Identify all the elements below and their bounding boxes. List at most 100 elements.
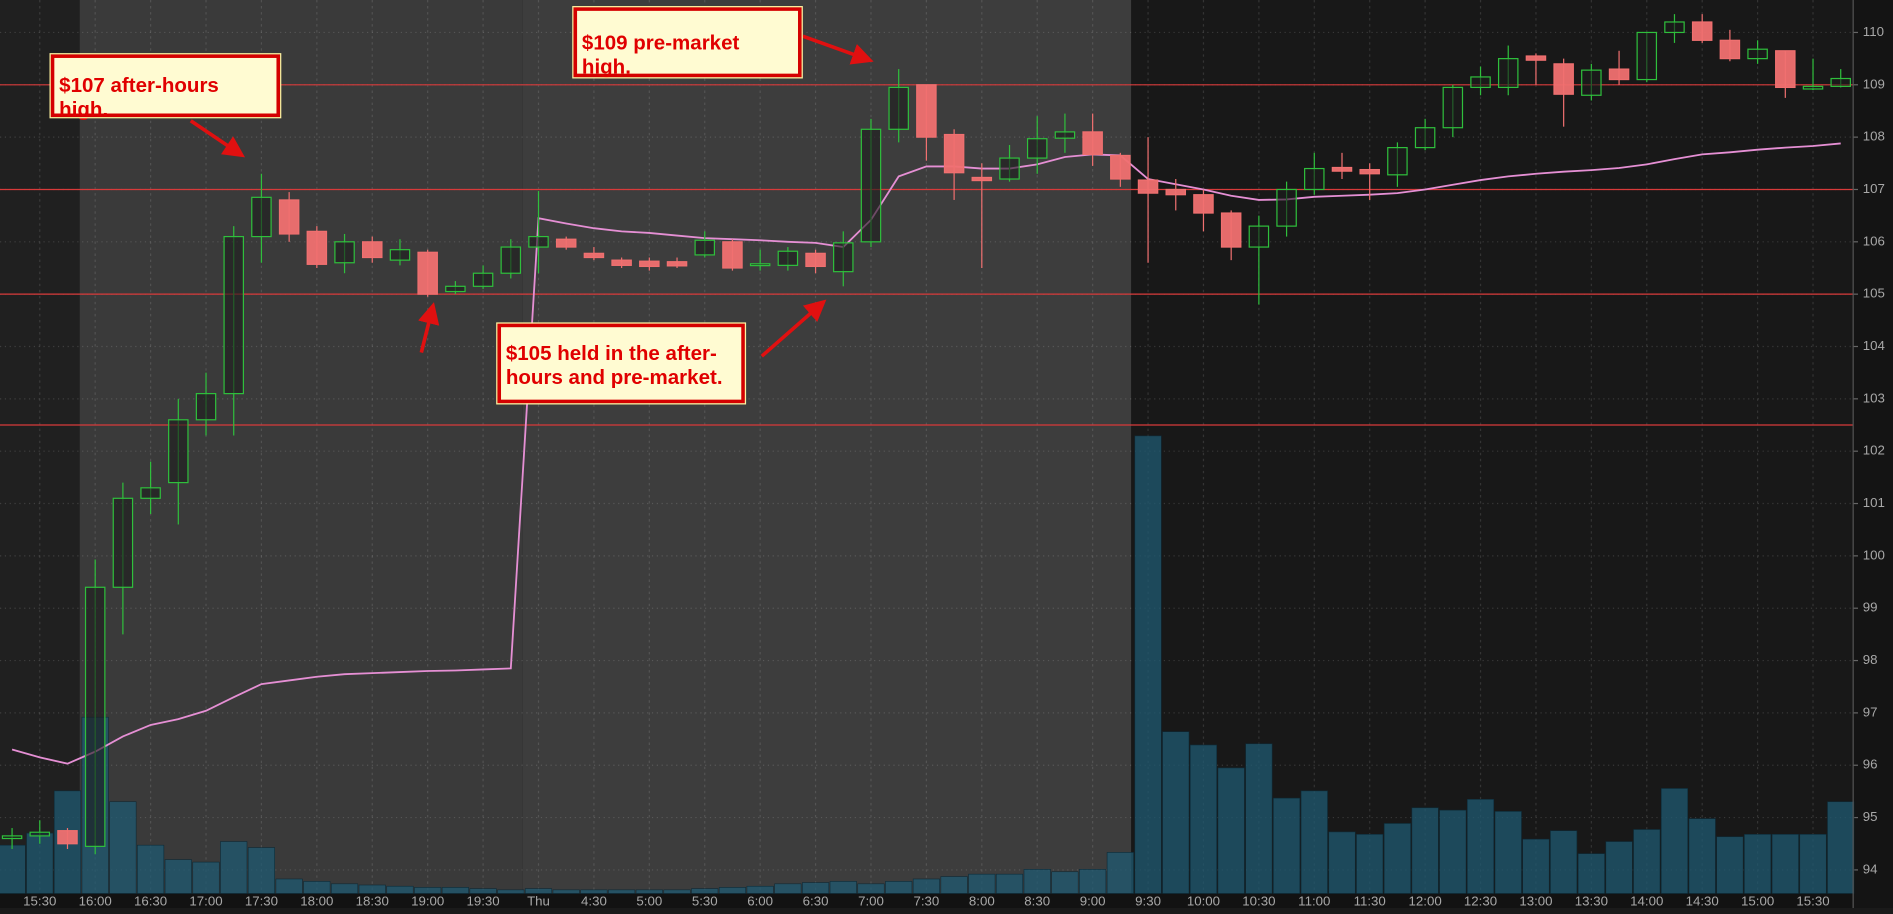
volume-bar bbox=[497, 889, 525, 894]
x-tick-label: 13:30 bbox=[1575, 893, 1608, 908]
volume-bar bbox=[137, 844, 165, 894]
volume-bar bbox=[912, 878, 940, 894]
candle-body bbox=[472, 272, 494, 287]
volume-bar bbox=[995, 873, 1024, 894]
volume-bar bbox=[1439, 809, 1467, 894]
candle-body bbox=[1442, 86, 1464, 129]
candle-body bbox=[140, 487, 161, 499]
x-tick-label: 19:00 bbox=[411, 893, 444, 908]
annotation: $109 pre-market high. bbox=[572, 6, 803, 79]
volume-bar bbox=[1799, 834, 1827, 894]
x-tick-label: 7:30 bbox=[913, 893, 939, 908]
volume-bar bbox=[691, 888, 719, 894]
volume-bar bbox=[1356, 834, 1384, 894]
candle-body bbox=[1110, 154, 1131, 180]
candle-body bbox=[1359, 168, 1380, 175]
volume-bar bbox=[1051, 871, 1079, 894]
pre-market-shade bbox=[522, 0, 1132, 894]
candle-body bbox=[500, 246, 522, 274]
volume-bar bbox=[1605, 841, 1633, 894]
volume-bar bbox=[857, 883, 885, 894]
x-tick-label: 17:30 bbox=[245, 893, 278, 908]
candle-body bbox=[1470, 76, 1491, 89]
x-tick-label: 15:00 bbox=[1741, 893, 1774, 908]
volume-bar bbox=[580, 889, 608, 894]
y-tick-label: 110 bbox=[1863, 24, 1884, 39]
candle-body bbox=[555, 238, 577, 248]
volume-bar bbox=[829, 881, 857, 894]
candle-body bbox=[1026, 138, 1048, 159]
volume-bar bbox=[414, 887, 442, 894]
volume-bar bbox=[164, 859, 192, 894]
x-tick-label: 8:00 bbox=[969, 893, 995, 908]
volume-bar bbox=[469, 888, 497, 894]
volume-bar bbox=[1577, 853, 1605, 894]
y-tick-label: 107 bbox=[1863, 181, 1885, 196]
volume-bar bbox=[746, 885, 774, 894]
candle-body bbox=[666, 261, 688, 267]
candle-body bbox=[1775, 50, 1796, 89]
x-tick-label: 10:00 bbox=[1187, 893, 1220, 908]
price-axis bbox=[1853, 0, 1893, 908]
candle-body bbox=[1054, 131, 1076, 139]
candle-body bbox=[971, 176, 993, 182]
volume-bar bbox=[663, 889, 691, 894]
candle-body bbox=[168, 419, 189, 484]
x-tick-label: 12:00 bbox=[1409, 893, 1442, 908]
candle-body bbox=[916, 84, 937, 138]
candle-body bbox=[1581, 69, 1602, 96]
y-tick-label: 105 bbox=[1863, 286, 1885, 301]
x-tick-label: 9:00 bbox=[1080, 893, 1106, 908]
annotation: $105 held in the after-hours and pre-mar… bbox=[496, 322, 747, 405]
y-tick-label: 108 bbox=[1863, 129, 1885, 144]
x-tick-label: 6:30 bbox=[803, 893, 829, 908]
y-tick-label: 94 bbox=[1863, 861, 1878, 876]
x-tick-label: 14:30 bbox=[1686, 893, 1719, 908]
candle-body bbox=[1691, 21, 1713, 41]
candle-body bbox=[1248, 225, 1270, 248]
x-tick-label: 13:00 bbox=[1519, 893, 1552, 908]
candle-body bbox=[1830, 77, 1851, 87]
volume-bar bbox=[802, 882, 830, 894]
volume-bar bbox=[1023, 869, 1051, 894]
candle-body bbox=[833, 242, 854, 273]
volume-bar bbox=[1771, 834, 1799, 894]
candle-body bbox=[611, 259, 632, 266]
candle-body bbox=[223, 235, 244, 395]
y-tick-label: 102 bbox=[1863, 443, 1885, 458]
x-tick-label: 14:00 bbox=[1630, 893, 1663, 908]
arrow bbox=[802, 34, 874, 65]
candle-body bbox=[195, 393, 217, 421]
volume-bar bbox=[1273, 797, 1301, 894]
volume-bar bbox=[1245, 743, 1273, 894]
volume-bar bbox=[1217, 767, 1245, 894]
y-tick-label: 109 bbox=[1863, 76, 1885, 91]
x-tick-label: 15:30 bbox=[1796, 893, 1829, 908]
volume-bar bbox=[1383, 823, 1411, 894]
arrow bbox=[189, 119, 246, 158]
volume-bar bbox=[1162, 731, 1190, 894]
candle-body bbox=[749, 263, 771, 267]
candle-body bbox=[528, 235, 549, 248]
volume-bar bbox=[1494, 811, 1522, 894]
y-tick-label: 99 bbox=[1863, 600, 1878, 615]
candle-body bbox=[583, 252, 605, 259]
x-tick-label: 12:30 bbox=[1464, 893, 1497, 908]
candle-body bbox=[445, 285, 466, 293]
candle-body bbox=[1304, 167, 1325, 191]
candle-body bbox=[334, 241, 355, 264]
vwap-line bbox=[11, 142, 1841, 765]
plot bbox=[0, 14, 1855, 894]
candle-body bbox=[389, 249, 411, 261]
volume-bar bbox=[1522, 838, 1550, 894]
volume-bar bbox=[1716, 836, 1744, 894]
candle-body bbox=[1414, 127, 1436, 149]
candle-body bbox=[1525, 55, 1547, 61]
x-tick-label: 15:30 bbox=[23, 893, 56, 908]
volume-bar bbox=[1079, 869, 1107, 894]
candle-body bbox=[1387, 147, 1408, 176]
volume-bar bbox=[1550, 830, 1578, 894]
session-shade bbox=[0, 0, 80, 894]
volume-bar bbox=[524, 888, 553, 894]
